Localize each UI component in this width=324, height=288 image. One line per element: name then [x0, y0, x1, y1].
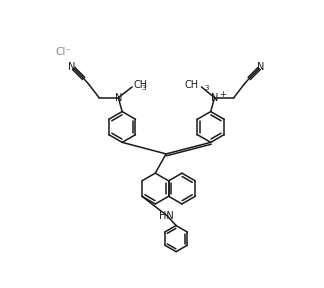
Text: N: N [68, 62, 76, 72]
Text: N: N [115, 93, 123, 103]
Text: Cl⁻: Cl⁻ [55, 47, 71, 57]
Text: 3: 3 [204, 85, 209, 91]
Text: +: + [219, 90, 226, 99]
Text: N: N [211, 93, 218, 103]
Text: N: N [257, 62, 264, 72]
Text: 3: 3 [141, 85, 146, 91]
Text: CH: CH [134, 79, 148, 90]
Text: CH: CH [184, 79, 198, 90]
Text: HN: HN [159, 211, 174, 221]
